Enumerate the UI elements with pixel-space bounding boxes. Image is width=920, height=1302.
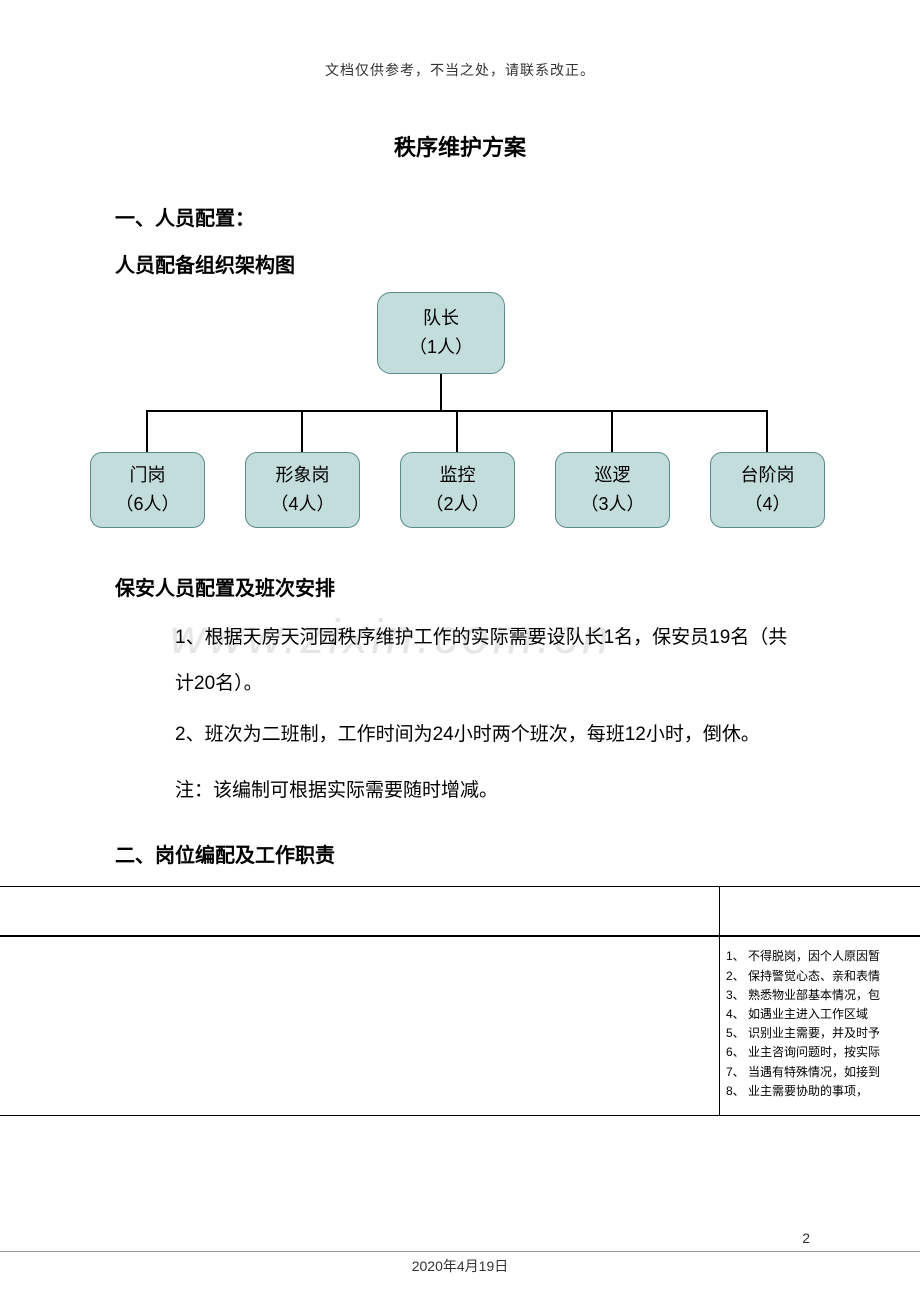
org-child-sub: （4人） — [270, 490, 334, 519]
org-child-node: 巡逻（3人） — [555, 452, 670, 528]
duty-list-item: 5、 识别业主需要，并及时予 — [726, 1024, 914, 1043]
staff-heading: 保安人员配置及班次安排 — [0, 572, 920, 601]
header-note: 文档仅供参考，不当之处，请联系改正。 — [0, 60, 920, 80]
section1-heading: 一、人员配置： — [0, 202, 920, 231]
staff-note: 注：该编制可根据实际需要随时增减。 — [0, 768, 920, 814]
footer-date: 2020年4月19日 — [0, 1256, 920, 1276]
org-connector — [766, 410, 768, 452]
staff-p1: 1、根据天房天河园秩序维护工作的实际需要设队长1名，保安员19名（共计20名）。 — [0, 615, 920, 706]
org-child-sub: （3人） — [580, 490, 644, 519]
table-body-row: 1、 不得脱岗，因个人原因暂2、 保持警觉心态、亲和表情3、 熟悉物业部基本情况… — [0, 936, 920, 1116]
duties-table: 1、 不得脱岗，因个人原因暂2、 保持警觉心态、亲和表情3、 熟悉物业部基本情况… — [0, 886, 920, 1116]
org-connector — [440, 374, 442, 410]
org-child-label: 巡逻 — [595, 461, 631, 490]
table-header-right — [720, 887, 920, 935]
section1-sub-heading: 人员配备组织架构图 — [0, 249, 920, 278]
duty-list-item: 6、 业主咨询问题时，按实际 — [726, 1043, 914, 1062]
org-child-label: 形象岗 — [276, 461, 330, 490]
org-root-node: 队长（1人） — [377, 292, 505, 374]
org-root-label: 队长 — [423, 304, 459, 333]
org-child-label: 台阶岗 — [741, 461, 795, 490]
org-connector — [456, 410, 458, 452]
table-body-right: 1、 不得脱岗，因个人原因暂2、 保持警觉心态、亲和表情3、 熟悉物业部基本情况… — [720, 937, 920, 1115]
duty-list-item: 4、 如遇业主进入工作区域 — [726, 1005, 914, 1024]
org-child-node: 门岗（6人） — [90, 452, 205, 528]
duty-list-item: 8、 业主需要协助的事项， — [726, 1082, 914, 1101]
org-child-sub: （4） — [744, 490, 790, 519]
org-connector — [611, 410, 613, 452]
org-child-sub: （6人） — [115, 490, 179, 519]
duty-list-item: 7、 当遇有特殊情况，如接到 — [726, 1063, 914, 1082]
org-child-label: 门岗 — [130, 461, 166, 490]
org-child-node: 台阶岗（4） — [710, 452, 825, 528]
org-root-sub: （1人） — [409, 333, 473, 362]
duty-list-item: 3、 熟悉物业部基本情况，包 — [726, 986, 914, 1005]
page-number: 2 — [802, 1230, 810, 1246]
org-child-node: 形象岗（4人） — [245, 452, 360, 528]
org-child-label: 监控 — [440, 461, 476, 490]
org-chart: 队长（1人） 门岗（6人） 形象岗（4人） 监控（2人） 巡逻（3人） 台阶岗（4） — [80, 292, 840, 542]
staff-p2: 2、班次为二班制，工作时间为24小时两个班次，每班12小时，倒休。 — [0, 712, 920, 758]
table-body-left — [0, 937, 720, 1115]
org-connector — [301, 410, 303, 452]
page-content: 文档仅供参考，不当之处，请联系改正。 秩序维护方案 一、人员配置： 人员配备组织… — [0, 0, 920, 1116]
section2-heading: 二、岗位编配及工作职责 — [0, 839, 920, 868]
duty-list-item: 1、 不得脱岗，因个人原因暂 — [726, 947, 914, 966]
footer-divider — [0, 1251, 920, 1252]
org-child-node: 监控（2人） — [400, 452, 515, 528]
doc-title: 秩序维护方案 — [0, 130, 920, 162]
duty-list-item: 2、 保持警觉心态、亲和表情 — [726, 967, 914, 986]
table-header-left — [0, 887, 720, 935]
org-connector — [146, 410, 148, 452]
table-header-row — [0, 886, 920, 936]
org-child-sub: （2人） — [425, 490, 489, 519]
